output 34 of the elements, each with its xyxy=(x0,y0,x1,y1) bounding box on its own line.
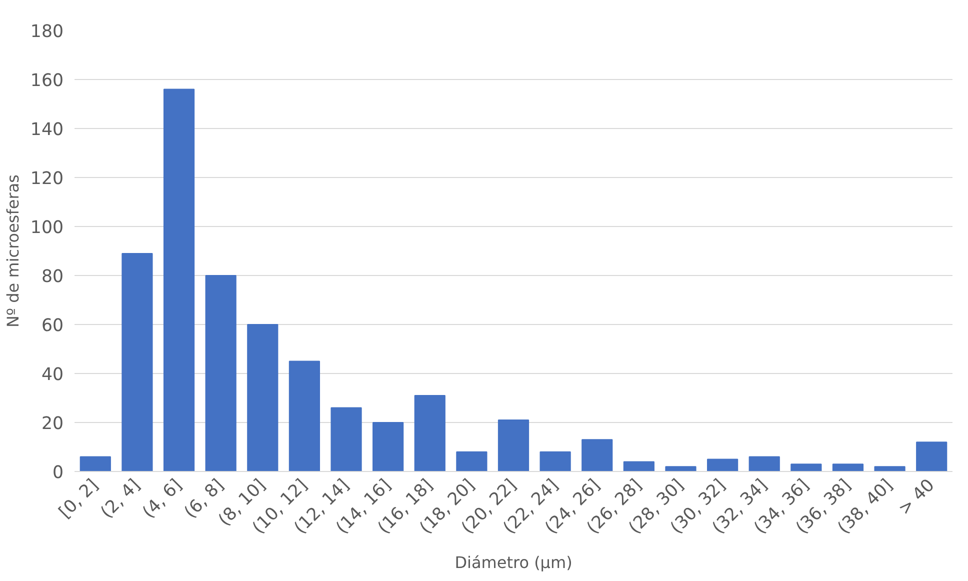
bar xyxy=(790,464,822,472)
bar xyxy=(414,395,446,472)
bar xyxy=(288,360,320,472)
bar xyxy=(582,439,613,472)
y-tick-label: 40 xyxy=(41,365,64,385)
y-tick-label: 0 xyxy=(52,463,64,483)
bar xyxy=(247,324,278,472)
bar xyxy=(623,461,654,472)
bar xyxy=(122,252,153,472)
bar xyxy=(665,466,696,472)
y-tick-label: 180 xyxy=(30,22,64,42)
bar xyxy=(456,451,488,472)
bar xyxy=(372,422,404,472)
bar xyxy=(330,407,362,472)
bar xyxy=(748,456,780,472)
y-tick-label: 140 xyxy=(30,120,64,140)
bar xyxy=(874,466,906,472)
bar xyxy=(832,464,864,472)
bar xyxy=(706,458,738,472)
y-tick-label: 60 xyxy=(41,316,64,336)
x-tick-label: > 40 xyxy=(894,475,939,520)
y-tick-label: 80 xyxy=(41,267,64,287)
y-tick-label: 160 xyxy=(30,71,64,91)
bar xyxy=(916,442,948,472)
x-axis-title: Diámetro (µm) xyxy=(454,553,572,572)
y-tick-label: 20 xyxy=(41,414,64,434)
y-axis-title: Nº de microesferas xyxy=(3,174,22,328)
bar xyxy=(540,451,571,472)
bar xyxy=(205,275,236,472)
bar xyxy=(80,456,111,472)
y-tick-label: 120 xyxy=(30,169,64,189)
bar xyxy=(163,88,195,472)
bar xyxy=(498,420,530,472)
y-tick-label: 100 xyxy=(30,218,64,238)
